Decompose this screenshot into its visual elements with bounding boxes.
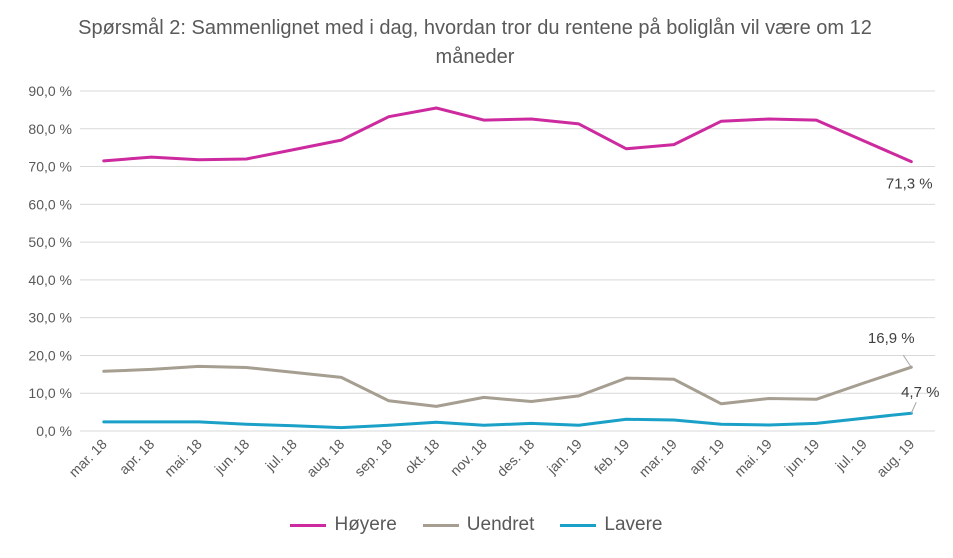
legend-swatch bbox=[560, 523, 597, 527]
series-line-høyere bbox=[102, 106, 913, 164]
x-tick-label: jul. 18 bbox=[261, 436, 300, 475]
legend-item-høyere: Høyere bbox=[290, 514, 397, 536]
data-label-hoyere: 71,3 % bbox=[886, 176, 933, 193]
y-tick-label: 40,0 % bbox=[28, 272, 72, 288]
x-tick-label: jul. 19 bbox=[831, 436, 870, 475]
y-tick-label: 0,0 % bbox=[36, 423, 72, 439]
leader-line bbox=[902, 354, 912, 368]
chart-legend: Høyere Uendret Lavere bbox=[0, 514, 953, 536]
y-tick-label: 30,0 % bbox=[28, 310, 72, 326]
x-tick-label: okt. 18 bbox=[401, 436, 442, 477]
x-tick-label: jun. 18 bbox=[211, 436, 253, 478]
x-tick-label: nov. 18 bbox=[447, 436, 490, 479]
x-tick-label: des. 18 bbox=[494, 436, 538, 480]
y-tick-label: 10,0 % bbox=[28, 385, 72, 401]
legend-item-lavere: Lavere bbox=[560, 514, 663, 536]
x-tick-label: jan. 19 bbox=[543, 436, 585, 478]
chart-title: Spørsmål 2: Sammenlignet med i dag, hvor… bbox=[78, 17, 872, 68]
legend-swatch bbox=[290, 523, 327, 527]
y-tick-label: 70,0 % bbox=[28, 159, 72, 175]
x-tick-label: aug. 19 bbox=[873, 436, 917, 480]
legend-item-uendret: Uendret bbox=[422, 514, 535, 536]
x-tick-label: sep. 18 bbox=[351, 436, 395, 480]
legend-label: Uendret bbox=[466, 514, 535, 535]
legend-label: Høyere bbox=[334, 514, 397, 535]
x-tick-label: apr. 18 bbox=[116, 436, 158, 478]
data-label-uendret: 16,9 % bbox=[868, 330, 915, 347]
x-tick-label: mai. 18 bbox=[161, 436, 205, 480]
x-tick-label: jun. 19 bbox=[781, 436, 823, 478]
x-tick-label: mai. 19 bbox=[731, 436, 775, 480]
series-line-uendret bbox=[102, 364, 913, 408]
y-tick-label: 20,0 % bbox=[28, 347, 72, 363]
leader-line bbox=[910, 402, 917, 414]
series-line-lavere bbox=[102, 411, 913, 430]
legend-swatch bbox=[422, 523, 459, 527]
data-label-lavere: 4,7 % bbox=[901, 384, 939, 401]
y-tick-label: 80,0 % bbox=[28, 121, 72, 137]
y-tick-label: 90,0 % bbox=[28, 83, 72, 99]
x-tick-label: apr. 19 bbox=[686, 436, 728, 478]
y-tick-label: 60,0 % bbox=[28, 196, 72, 212]
x-tick-label: aug. 18 bbox=[303, 436, 347, 480]
x-tick-label: mar. 18 bbox=[66, 436, 110, 480]
x-tick-label: mar. 19 bbox=[636, 436, 680, 480]
legend-label: Lavere bbox=[604, 514, 663, 535]
y-tick-label: 50,0 % bbox=[28, 234, 72, 250]
x-tick-label: feb. 19 bbox=[591, 436, 633, 478]
